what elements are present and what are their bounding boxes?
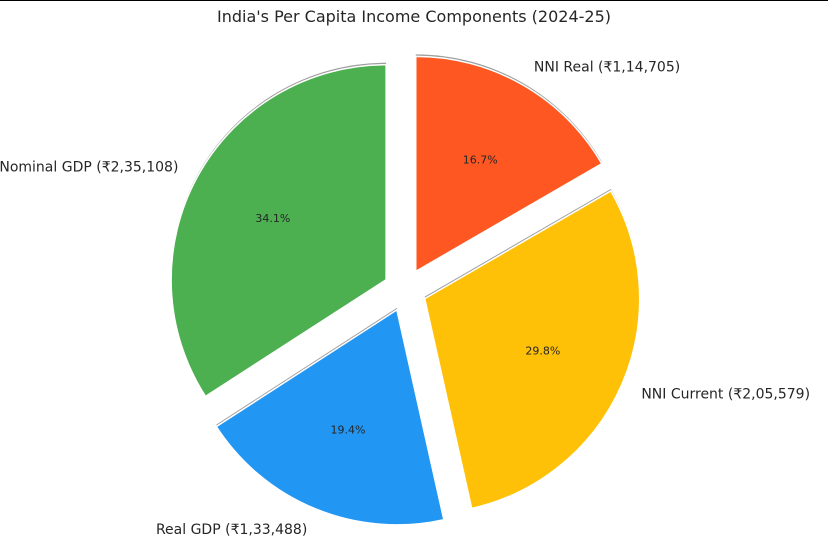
chart-title: India's Per Capita Income Components (20…	[217, 7, 611, 26]
nominal-gdp-slice[interactable]	[170, 63, 387, 398]
nni-current-label: NNI Current (₹2,05,579)	[641, 387, 810, 403]
nni-current-slice[interactable]	[423, 189, 641, 510]
real-gdp-percent-label: 19.4%	[331, 423, 366, 436]
nominal-gdp-label: Nominal GDP (₹2,35,108)	[0, 160, 178, 176]
nni-real-percent-label: 16.7%	[463, 154, 498, 167]
slices	[170, 55, 641, 526]
slice-labels: 16.7% NNI Real (₹1,14,705) 29.8% NNI Curren…	[0, 60, 810, 538]
real-gdp-label: Real GDP (₹1,33,488)	[156, 522, 307, 538]
real-gdp-slice[interactable]	[215, 308, 445, 526]
top-border-line	[0, 0, 828, 1]
nominal-gdp-percent-label: 34.1%	[255, 212, 290, 225]
nni-real-label: NNI Real (₹1,14,705)	[534, 60, 680, 76]
nni-current-percent-label: 29.8%	[525, 344, 560, 357]
nni-real-slice[interactable]	[414, 55, 603, 273]
